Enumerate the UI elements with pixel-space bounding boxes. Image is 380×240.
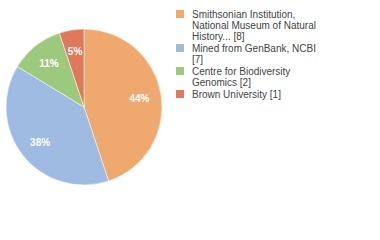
legend-label: Brown University [1]	[192, 89, 281, 100]
legend-label: Smithsonian Institution, National Museum…	[192, 9, 319, 42]
data-label: 5%	[68, 46, 83, 57]
data-labels: 44% 38% 11% 5%	[30, 46, 149, 147]
legend-swatch	[176, 10, 184, 18]
legend-label-line: Genomics [2]	[192, 77, 251, 88]
legend-label: Mined from GenBank, NCBI [7]	[192, 43, 319, 65]
legend-label-line: [7]	[192, 54, 203, 65]
legend-label-line: Smithsonian Institution,	[192, 9, 298, 20]
pie-slice	[59, 29, 84, 107]
legend-swatch	[176, 44, 184, 52]
legend-label-line: National Museum of Natural	[192, 20, 319, 31]
data-label: 11%	[39, 58, 59, 69]
legend-label: Centre for Biodiversity Genomics [2]	[192, 66, 293, 88]
legend-swatch	[176, 90, 184, 98]
legend-label-line: Mined from GenBank, NCBI	[192, 43, 319, 54]
legend-label-line: Centre for Biodiversity	[192, 66, 293, 77]
pie	[6, 29, 162, 185]
legend-swatch	[176, 67, 184, 75]
data-label: 44%	[129, 93, 149, 104]
data-label: 38%	[30, 137, 50, 148]
chart: 44% 38% 11% 5% Smithsonian Institution, Nati…	[0, 0, 380, 240]
legend-label-line: Brown University [1]	[192, 89, 281, 100]
legend: Smithsonian Institution, National Museum…	[176, 9, 319, 100]
legend-label-line: History... [8]	[192, 31, 245, 42]
